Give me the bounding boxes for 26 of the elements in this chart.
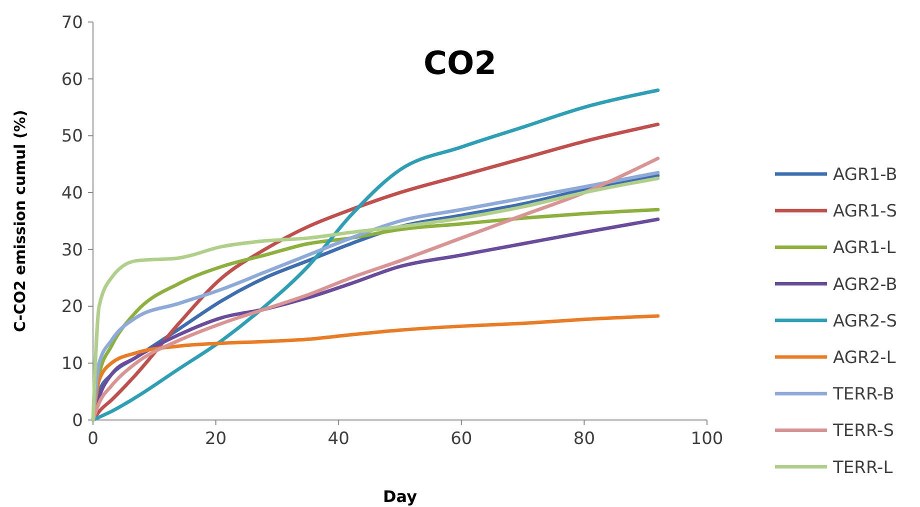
- legend-label: TERR-B: [832, 384, 894, 405]
- x-tick-label: 0: [88, 429, 98, 449]
- legend-label: TERR-L: [832, 458, 894, 478]
- legend-label: AGR2-L: [833, 348, 896, 368]
- x-tick-label: 60: [450, 429, 472, 449]
- x-axis-title: Day: [382, 487, 418, 506]
- legend-label: AGR1-S: [833, 202, 898, 222]
- legend-label: AGR2-B: [833, 274, 898, 295]
- y-tick-label: 0: [72, 410, 83, 431]
- y-tick-label: 20: [61, 297, 83, 318]
- y-tick-label: 30: [61, 240, 83, 260]
- y-tick-label: 40: [61, 184, 83, 204]
- x-tick-label: 20: [204, 429, 227, 449]
- x-tick-label: 80: [573, 429, 596, 449]
- y-axis-title: C-CO2 emission cumul (%): [11, 110, 29, 332]
- legend-label: AGR1-B: [833, 164, 898, 185]
- x-tick-label: 100: [690, 429, 724, 449]
- y-tick-label: 50: [61, 126, 83, 147]
- y-tick-label: 70: [61, 12, 83, 33]
- y-tick-label: 10: [61, 354, 83, 374]
- legend-label: AGR2-S: [833, 311, 898, 332]
- legend-label: AGR1-L: [833, 238, 896, 258]
- text: CO2: [424, 44, 496, 82]
- legend-label: TERR-S: [832, 421, 894, 442]
- x-tick-label: 40: [328, 429, 350, 449]
- y-tick-label: 60: [61, 70, 83, 90]
